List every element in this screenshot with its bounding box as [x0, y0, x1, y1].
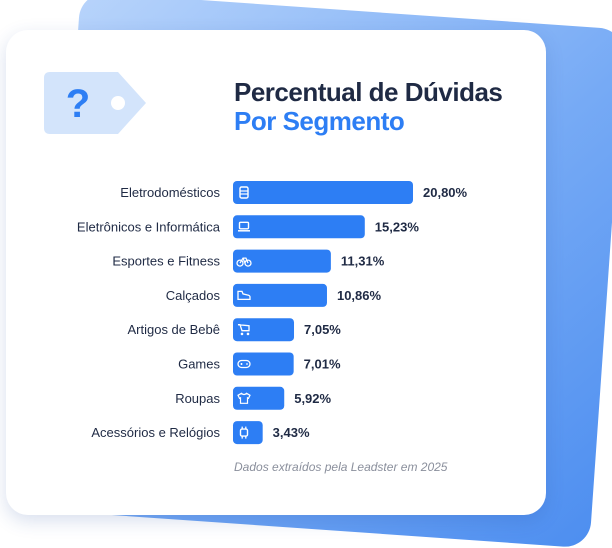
laptop-icon [238, 221, 250, 232]
value-label: 7,05% [304, 322, 341, 337]
bar [233, 215, 365, 239]
value-label: 10,86% [337, 288, 382, 303]
shoe-icon [237, 290, 251, 301]
value-label: 3,43% [273, 425, 310, 440]
category-label: Games [178, 357, 220, 372]
category-label: Eletrônicos e Informática [77, 219, 221, 234]
category-label: Eletrodomésticos [120, 185, 220, 200]
title-line-2: Por Segmento [234, 106, 405, 136]
bar [233, 318, 295, 342]
value-label: 15,23% [375, 219, 420, 234]
bar [233, 249, 331, 273]
category-label: Roupas [175, 391, 220, 406]
appliance-icon [239, 186, 249, 199]
bar [233, 283, 327, 307]
shirt-icon [237, 392, 251, 404]
watch-icon [239, 426, 249, 439]
bar [233, 181, 413, 204]
bar [233, 386, 285, 410]
stroller-icon [237, 324, 250, 336]
value-label: 11,31% [341, 254, 385, 269]
title-line-1: Percentual de Dúvidas [234, 77, 503, 107]
category-label: Esportes e Fitness [112, 254, 220, 269]
value-label: 5,92% [294, 391, 331, 406]
bicycle-icon [236, 257, 252, 267]
value-label: 7,01% [304, 357, 341, 372]
category-label: Acessórios e Relógios [91, 425, 220, 440]
category-label: Calçados [166, 288, 221, 303]
source-note: Dados extraídos pela Leadster em 2025 [234, 460, 448, 474]
category-label: Artigos de Bebê [127, 322, 220, 337]
chart-title: Percentual de Dúvidas Por Segmento [234, 77, 503, 136]
tag-question-mark: ? [66, 82, 90, 126]
value-label: 20,80% [423, 185, 468, 200]
bar [233, 352, 294, 376]
gamepad-icon [237, 359, 251, 369]
question-tag-icon: ? [44, 72, 146, 134]
